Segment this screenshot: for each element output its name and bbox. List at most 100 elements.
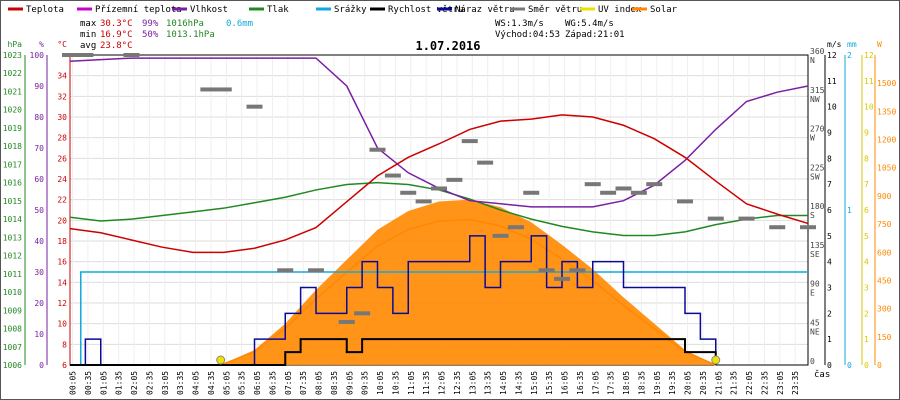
- uv-tick: 9: [864, 129, 869, 138]
- pct-tick: 0: [39, 361, 44, 370]
- wind-direction-mark: [200, 87, 217, 92]
- wind-direction-mark: [400, 190, 417, 195]
- ms-tick: 5: [827, 232, 832, 241]
- ms-tick: 3: [827, 284, 832, 293]
- x-tick-label: 22:05: [745, 371, 754, 395]
- wind-direction-mark: [677, 199, 693, 204]
- wind-direction-mark: [646, 182, 663, 187]
- x-tick-label: 01:35: [115, 371, 124, 395]
- stat-sunset: Západ:21:01: [565, 30, 625, 40]
- uv-tick: 12: [864, 51, 874, 60]
- x-tick-label: 05:05: [222, 371, 231, 395]
- x-tick-label: 04:35: [207, 371, 216, 395]
- wind-direction-mark: [738, 216, 755, 221]
- degC-tick: 24: [57, 175, 67, 184]
- uv-tick: 6: [864, 206, 869, 215]
- x-tick-label: 17:35: [607, 371, 616, 395]
- uv-tick: 3: [864, 284, 869, 293]
- stat-avg-temp: 23.8°C: [100, 41, 133, 51]
- wind-direction-mark: [492, 233, 509, 238]
- W-tick: 1200: [877, 136, 896, 145]
- x-tick-label: 16:35: [576, 371, 585, 395]
- wind-direction-mark: [415, 199, 432, 204]
- wind-direction-mark: [308, 268, 324, 273]
- hPa-tick: 1020: [3, 106, 22, 115]
- dir-tick: 90: [810, 280, 820, 289]
- hPa-tick: 1016: [3, 179, 22, 188]
- series-line-5: [70, 235, 717, 366]
- series-line-4: [70, 338, 717, 366]
- hPa-tick: 1019: [3, 124, 22, 133]
- W-tick: 450: [877, 276, 892, 285]
- dir-name: S: [810, 211, 815, 220]
- ms-tick: 4: [827, 258, 832, 267]
- degC-tick: 14: [57, 278, 67, 287]
- x-tick-label: 16:05: [561, 371, 570, 395]
- uv-tick: 0: [864, 361, 869, 370]
- stat-max-press: 1016hPa: [166, 19, 204, 29]
- x-tick-label: 23:05: [776, 371, 785, 395]
- wind-direction-mark: [338, 319, 355, 324]
- wind-direction-mark: [277, 268, 294, 273]
- series-solar-smooth: [220, 218, 717, 366]
- legend-label-5: Rychlost větru: [388, 5, 464, 15]
- ms-tick: 2: [827, 309, 832, 318]
- x-tick-label: 10:05: [376, 371, 385, 395]
- x-tick-label: 10:35: [391, 371, 400, 395]
- hPa-axis-label: hPa: [8, 40, 23, 49]
- degC-tick: 12: [57, 299, 67, 308]
- legend-label-4: Srážky: [334, 5, 367, 15]
- degC-tick: 6: [62, 361, 67, 370]
- degC-tick: 30: [57, 113, 67, 122]
- mm-tick: 0: [847, 361, 852, 370]
- legend-label-2: Vlhkost: [190, 5, 228, 15]
- dir-tick: 0: [810, 357, 815, 366]
- x-tick-label: 13:05: [468, 371, 477, 395]
- dir-name: SW: [810, 172, 820, 181]
- degC-tick: 16: [57, 258, 67, 267]
- wind-direction-mark: [384, 173, 401, 178]
- x-tick-label: 03:35: [176, 371, 185, 395]
- ms-tick: 11: [827, 77, 837, 86]
- degC-tick: 26: [57, 154, 67, 163]
- hPa-tick: 1018: [3, 142, 22, 151]
- W-tick: 900: [877, 192, 892, 201]
- pct-tick: 40: [34, 237, 44, 246]
- x-tick-label: 11:05: [407, 371, 416, 395]
- hPa-tick: 1015: [3, 197, 22, 206]
- x-tick-label: 08:35: [330, 371, 339, 395]
- uv-marker: [711, 355, 721, 365]
- pct-tick: 100: [30, 51, 45, 60]
- W-tick: 1350: [877, 107, 896, 116]
- ms-tick: 7: [827, 180, 832, 189]
- chart-title: 1.07.2016: [415, 39, 480, 53]
- wind-direction-mark: [523, 190, 540, 195]
- wind-direction-mark: [507, 225, 524, 230]
- W-tick: 150: [877, 333, 892, 342]
- dir-name: NE: [810, 327, 820, 336]
- x-tick-label: 17:05: [591, 371, 600, 395]
- x-tick-label: 21:05: [714, 371, 723, 395]
- pct-tick: 70: [34, 144, 44, 153]
- W-tick: 1050: [877, 164, 896, 173]
- degC-tick: 8: [62, 340, 67, 349]
- x-tick-label: 20:05: [684, 371, 693, 395]
- dir-name: NW: [810, 95, 820, 104]
- legend-label-6: Náraz větru: [455, 5, 515, 15]
- uv-tick: 8: [864, 154, 869, 163]
- pct-tick: 30: [34, 268, 44, 277]
- stat-min-hum: 50%: [142, 30, 159, 40]
- hPa-tick: 1007: [3, 343, 22, 352]
- legend: Teplota Přízemní teplota Vlhkost Tlak Srážky…: [8, 5, 678, 15]
- wind-direction-mark: [769, 225, 786, 230]
- uv-tick: 5: [864, 232, 869, 241]
- stat-max-temp: 30.3°C: [100, 19, 133, 29]
- x-unit-label: čas: [814, 369, 830, 380]
- x-tick-label: 21:35: [730, 371, 739, 395]
- stat-wg: WG:5.4m/s: [565, 19, 614, 29]
- pct-axis-label: %: [39, 40, 44, 49]
- W-tick: 600: [877, 248, 892, 257]
- hPa-tick: 1013: [3, 233, 22, 242]
- x-tick-label: 07:35: [299, 371, 308, 395]
